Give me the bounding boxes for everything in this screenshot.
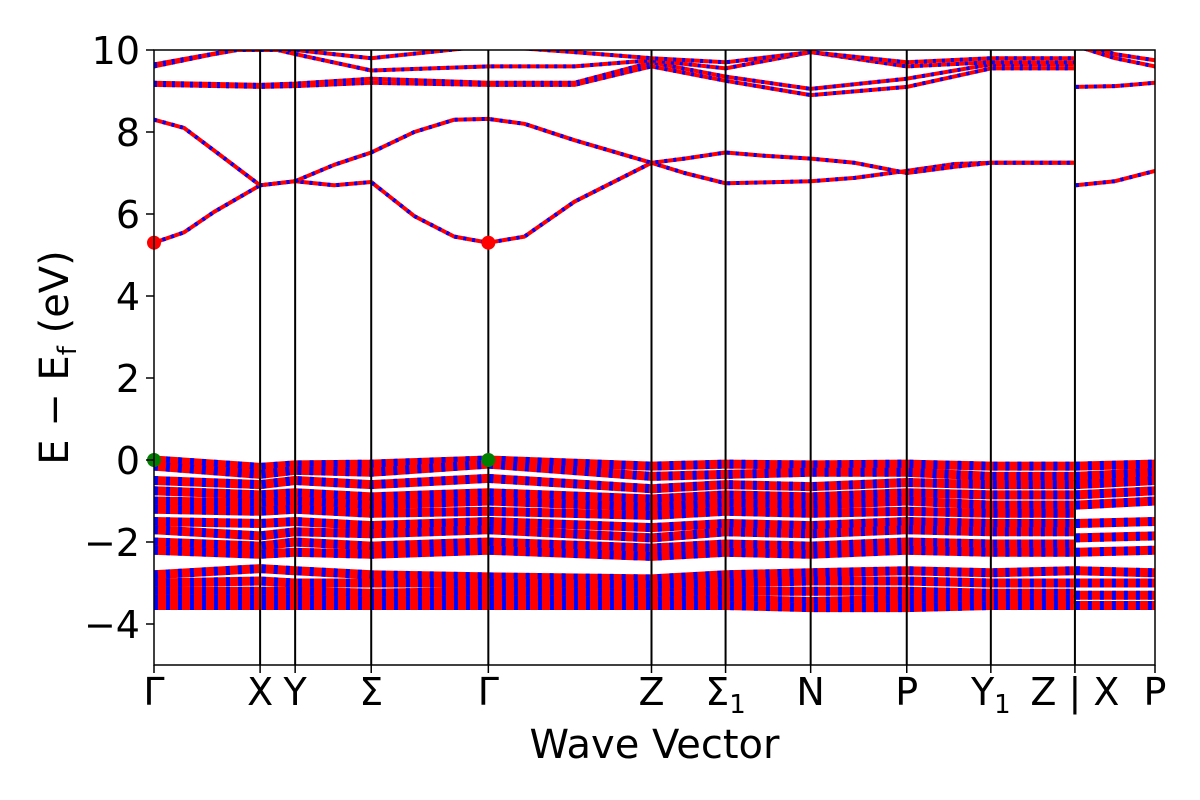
valence-band (1075, 486, 1155, 500)
conduction-band-dash (154, 50, 1074, 73)
x-axis-ticks: Γ X Y Σ Γ Z Σ1 N P Y1 Z | X P (143, 665, 1166, 720)
valence-band-dash (154, 455, 1074, 472)
valence-band-dash (154, 504, 1074, 520)
y-tick-label: −2 (84, 521, 140, 565)
valence-band-dash (1075, 566, 1155, 578)
x-tick-label: Σ1 (705, 670, 746, 720)
y-axis-label-subscript: f (53, 345, 83, 355)
conduction-band-line (1095, 50, 1155, 63)
valence-band (154, 504, 1074, 520)
conduction-band-dash (154, 160, 1074, 245)
valence-band (1075, 476, 1155, 490)
valence-band (154, 525, 1074, 543)
y-axis-label: E − Ef (eV) (32, 250, 83, 465)
x-tick-label: Γ (143, 670, 164, 714)
conduction-band-dash (154, 50, 1074, 67)
valence-band-dash (1075, 476, 1155, 490)
valence-band-dash (154, 516, 1074, 533)
extrema-markers (147, 235, 496, 467)
valence-band-dash (154, 601, 1074, 613)
valence-band (1075, 459, 1155, 471)
valence-band-dash (1075, 531, 1155, 543)
conduction-band-line (154, 160, 1074, 245)
valence-band (1075, 545, 1155, 557)
valence-band-dash (154, 537, 1074, 553)
valence-band-dash (154, 594, 1074, 607)
cbm-marker (481, 235, 496, 250)
y-tick-label: 6 (116, 193, 140, 237)
valence-band (154, 473, 1074, 494)
x-tick-label: Γ (478, 670, 499, 714)
valence-band-dash (154, 473, 1074, 494)
x-tick-label: N (796, 670, 824, 714)
conduction-band-dash (154, 64, 1074, 98)
valence-band-dash (1075, 486, 1155, 500)
x-tick-label: Σ (359, 670, 383, 714)
x-tick-label: P (1144, 670, 1167, 714)
y-tick-label: 4 (116, 275, 140, 319)
valence-band (154, 601, 1074, 613)
valence-band (154, 586, 1074, 598)
conduction-band-line (1075, 168, 1155, 188)
valence-band-dash (1075, 467, 1155, 481)
y-tick-label: 10 (92, 29, 140, 73)
valence-band-dash (154, 545, 1074, 561)
valence-band-dash (1075, 545, 1155, 557)
conduction-band (154, 116, 1074, 188)
x-tick-label: P (895, 670, 918, 714)
conduction-band-dash (1075, 80, 1155, 89)
valence-band-dash (154, 586, 1074, 598)
x-tick-label: Y (283, 670, 308, 714)
y-axis-ticks: −4 −2 0 2 4 6 8 10 (84, 29, 154, 647)
conduction-band (1075, 168, 1155, 188)
valence-band-dash (154, 459, 1074, 481)
plot-frame (153, 49, 1156, 666)
y-axis-label-unit: (eV) (32, 250, 78, 346)
x-tick-label: Z | X (1030, 670, 1119, 715)
valence-band (154, 545, 1074, 561)
valence-band (154, 576, 1074, 590)
valence-band (1075, 496, 1155, 510)
vbm-marker (481, 453, 496, 467)
conduction-band-line (154, 116, 1074, 188)
valence-band (1075, 467, 1155, 481)
conduction-band-dash (154, 60, 1074, 91)
conduction-band (154, 64, 1074, 98)
x-tick-label: Y1 (970, 670, 1011, 720)
valence-band-dash (1075, 517, 1155, 528)
valence-band-dash (154, 496, 1074, 512)
valence-band (1075, 531, 1155, 543)
x-axis-label: Wave Vector (530, 722, 781, 768)
kpoint-lines (259, 50, 1076, 665)
valence-band-dash (154, 525, 1074, 543)
valence-band-dash (154, 486, 1074, 504)
y-tick-label: −4 (84, 603, 140, 647)
valence-band-dash (154, 564, 1075, 584)
valence-band-dash (1075, 496, 1155, 510)
conduction-band (1075, 80, 1155, 89)
valence-band (1075, 566, 1155, 578)
x-tick-label: X (247, 670, 273, 714)
bands-layer (154, 50, 1155, 613)
conduction-band (1095, 50, 1155, 63)
valence-band-dash (154, 576, 1074, 590)
conduction-band (154, 50, 1074, 67)
valence-band (1075, 517, 1155, 528)
y-axis-label-main: E − E (32, 355, 78, 465)
y-tick-label: 2 (116, 357, 140, 401)
y-tick-label: 8 (116, 111, 140, 155)
conduction-band-dash (154, 116, 1074, 188)
x-tick-label: Z (638, 670, 664, 714)
conduction-band (154, 160, 1074, 245)
y-tick-label: 0 (116, 439, 140, 483)
conduction-band (154, 60, 1074, 91)
valence-band-dash (1075, 459, 1155, 471)
